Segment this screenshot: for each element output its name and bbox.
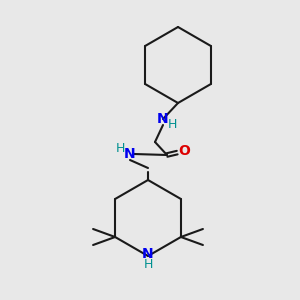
Text: N: N (124, 147, 136, 161)
Text: N: N (142, 247, 154, 261)
Text: H: H (115, 142, 125, 155)
Text: H: H (143, 259, 153, 272)
Text: O: O (178, 144, 190, 158)
Text: N: N (157, 112, 169, 126)
Text: H: H (167, 118, 177, 130)
